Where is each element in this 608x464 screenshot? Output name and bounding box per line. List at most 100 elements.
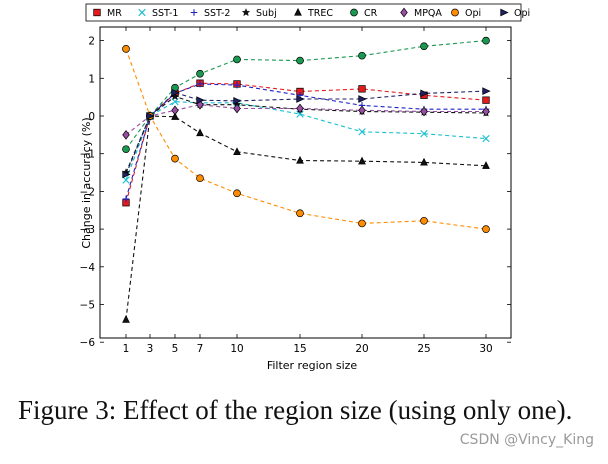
legend-label: CR [364, 8, 378, 19]
data-point-cr [358, 51, 366, 60]
data-point-opi [482, 225, 490, 233]
data-point-mpqa [358, 105, 366, 116]
data-point-opi [233, 189, 241, 198]
series-line-mr [125, 82, 487, 203]
data-point-opi [171, 154, 179, 163]
legend-marker [138, 8, 146, 17]
data-point-opi [122, 45, 130, 53]
data-point-cr [420, 42, 428, 51]
data-point-mpqa [296, 103, 304, 114]
legend: MR SST-1 SST-2 Subj TREC CR MPQA Opi Opi [85, 3, 530, 22]
data-point-cr [233, 55, 241, 64]
legend-marker [400, 7, 408, 18]
data-point-trec [420, 157, 428, 166]
chart: MR SST-1 SST-2 Subj TREC CR MPQA Opi Opi 1 3 5 7 10 1… [80, 3, 530, 372]
data-point-cr [482, 36, 490, 45]
legend-marker [190, 9, 198, 16]
x-tick-label: 1 [123, 343, 130, 355]
x-tick-label: 15 [293, 343, 306, 355]
y-axis-label: Change in accuracy (%) [80, 117, 93, 248]
data-point-trec [296, 155, 304, 164]
data-point-opi [196, 174, 204, 183]
data-point-opi [171, 88, 180, 97]
legend-marker [93, 8, 101, 17]
x-tick-label: 3 [147, 343, 154, 355]
legend-label: Opi [465, 8, 481, 19]
data-point-opi [122, 170, 131, 179]
x-tick-label: 5 [172, 343, 179, 355]
series-line-sst-2 [125, 83, 486, 200]
watermark: CSDN @Vincy_King [459, 432, 594, 448]
data-point-sst-2 [122, 195, 130, 203]
legend-marker [241, 8, 251, 17]
data-point-opi [358, 95, 367, 103]
data-point-opi [358, 219, 366, 228]
data-point-opi [146, 112, 155, 120]
data-point-trec [196, 128, 204, 137]
data-point-mr [482, 96, 490, 104]
data-point-cr [196, 69, 204, 78]
x-axis-label: Filter region size [267, 359, 358, 372]
y-tick-label: −4 [80, 262, 96, 274]
data-point-sst-1 [122, 176, 130, 184]
data-point-sst-1 [482, 134, 490, 143]
data-point-opi [296, 95, 305, 103]
x-tick-label: 30 [479, 343, 492, 355]
data-point-mpqa [233, 103, 241, 114]
data-point-mpqa [420, 106, 428, 117]
legend-marker [350, 8, 358, 17]
x-tick-label: 10 [230, 343, 243, 355]
y-tick-label: 1 [88, 73, 95, 85]
legend-box [85, 3, 522, 22]
figure-caption: Figure 3: Effect of the region size (usi… [18, 395, 573, 425]
y-tick-label: 2 [88, 36, 95, 48]
series-line-trec [125, 115, 487, 320]
data-point-mpqa [122, 129, 130, 140]
legend-marker [500, 8, 509, 17]
legend-label: Opi [514, 8, 530, 19]
data-point-mpqa [171, 105, 179, 116]
y-tick-label: −5 [80, 300, 95, 312]
x-tick-label: 25 [417, 343, 430, 355]
data-point-trec [122, 314, 130, 323]
series-line-cr [125, 40, 487, 150]
data-point-sst-1 [358, 128, 366, 136]
data-point-sst-1 [420, 130, 428, 138]
legend-marker [451, 8, 459, 17]
y-tick-label: 0 [88, 111, 95, 123]
x-tick-label: 7 [197, 343, 204, 355]
data-point-trec [358, 156, 366, 165]
axis-ticks: 1 3 5 7 10 15 20 25 30 −6 −5 −4 −3 −2 −1 0 1 2 [80, 27, 511, 355]
legend-label: MPQA [414, 8, 442, 19]
legend-marker [294, 7, 302, 16]
y-tick-label: −3 [80, 224, 95, 236]
plot-area [99, 26, 512, 339]
data-point-opi [196, 96, 205, 105]
data-point-trec [482, 161, 490, 169]
data-point-trec [171, 112, 179, 120]
data-point-opi [296, 209, 304, 218]
data-point-mr [358, 85, 366, 93]
data-point-cr [122, 145, 130, 154]
series-line-opi [125, 48, 487, 230]
legend-label: SST-1 [152, 8, 178, 19]
data-point-opi [482, 87, 491, 95]
y-tick-label: −1 [80, 149, 95, 161]
legend-label: Subj [256, 8, 277, 19]
legend-label: MR [107, 8, 122, 19]
data-point-trec [233, 147, 241, 155]
series-line-sst-1 [125, 101, 487, 181]
data-point-mpqa [482, 106, 490, 117]
series-markers [121, 36, 491, 323]
legend-label: TREC [307, 8, 333, 19]
y-tick-label: −2 [80, 186, 95, 198]
data-point-sst-2 [196, 80, 204, 88]
data-point-opi [233, 97, 242, 105]
data-point-opi [420, 89, 429, 98]
data-point-cr [296, 56, 304, 65]
legend-label: SST-2 [204, 8, 230, 19]
data-point-opi [420, 216, 428, 225]
y-tick-label: −6 [80, 337, 96, 349]
data-point-sst-2 [233, 81, 241, 89]
series-lines [125, 40, 487, 320]
